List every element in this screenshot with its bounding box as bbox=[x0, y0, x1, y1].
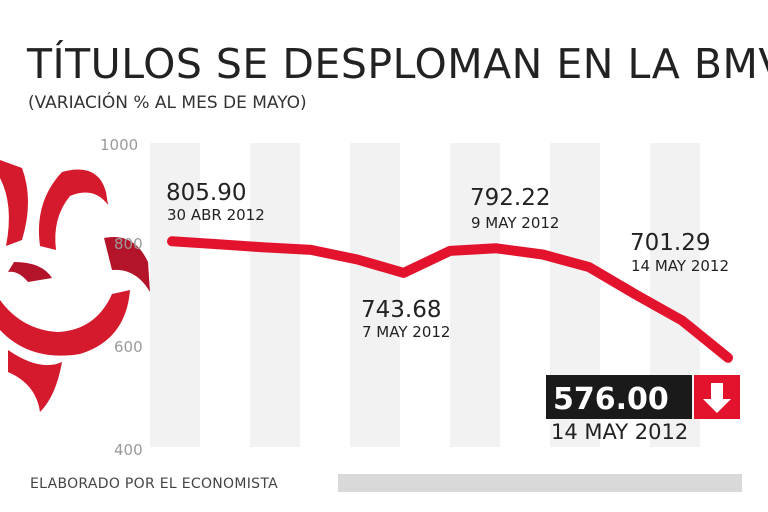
y-tick-label: 400 bbox=[114, 441, 143, 459]
y-tick-label: 600 bbox=[114, 338, 143, 356]
data-label: 792.22 bbox=[470, 185, 550, 211]
background-band bbox=[350, 143, 400, 447]
final-value: 576.00 bbox=[553, 382, 669, 417]
footer-credit: ELABORADO POR EL ECONOMISTA bbox=[30, 476, 278, 492]
final-value-badge: 576.00 bbox=[546, 375, 740, 419]
date-label: 9 MAY 2012 bbox=[471, 214, 559, 232]
background-band bbox=[150, 143, 200, 447]
footer-bar bbox=[338, 474, 742, 492]
background-band bbox=[250, 143, 300, 447]
chart-subtitle: (VARIACIÓN % AL MES DE MAYO) bbox=[28, 91, 307, 113]
background-band bbox=[450, 143, 500, 447]
date-label: 7 MAY 2012 bbox=[362, 323, 450, 341]
date-label: 14 MAY 2012 bbox=[631, 257, 729, 275]
data-label: 743.68 bbox=[361, 297, 441, 323]
date-label: 30 ABR 2012 bbox=[167, 206, 265, 224]
data-label: 805.90 bbox=[166, 180, 246, 206]
chart-title: TÍTULOS SE DESPLOMAN EN LA BMV bbox=[26, 40, 768, 88]
final-date: 14 MAY 2012 bbox=[551, 420, 688, 444]
badge-background bbox=[546, 375, 692, 419]
down-arrow-icon bbox=[694, 375, 740, 419]
series-line bbox=[167, 236, 733, 363]
y-tick-label: 1000 bbox=[100, 136, 138, 154]
data-label: 701.29 bbox=[630, 230, 710, 256]
y-tick-label: 800 bbox=[114, 235, 143, 253]
el-economista-logo-icon bbox=[0, 160, 150, 412]
